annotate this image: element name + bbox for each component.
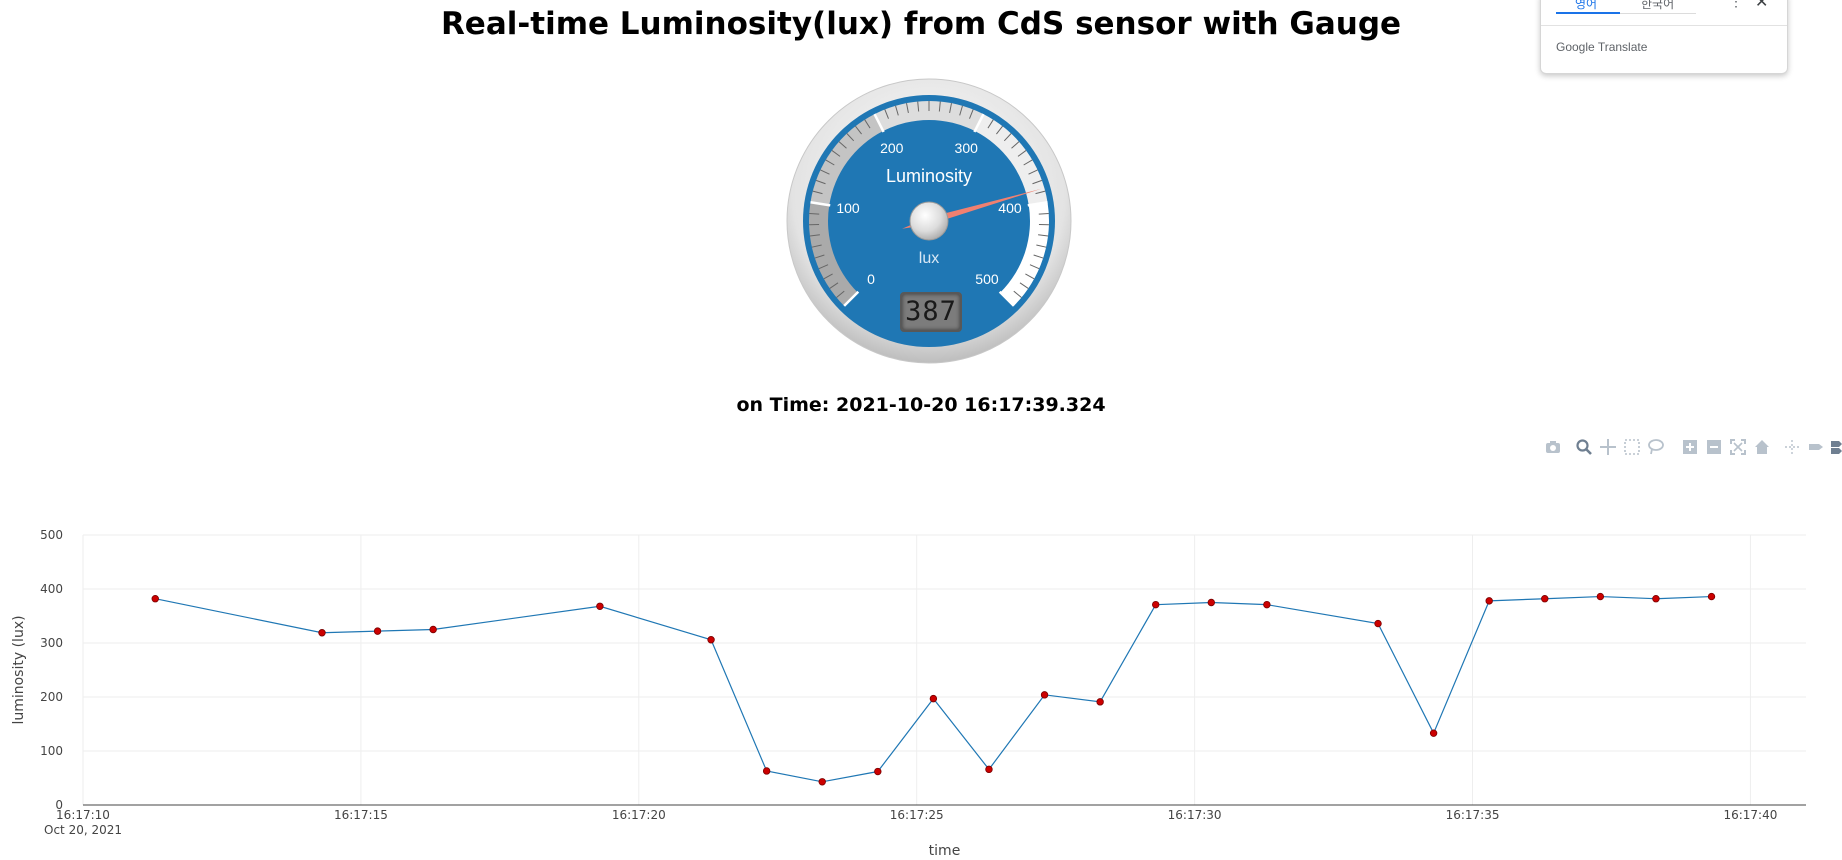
data-point[interactable]: [819, 778, 826, 785]
y-tick-label: 400: [40, 582, 63, 596]
gauge-tick-label: 100: [836, 200, 860, 216]
x-tick-label: 16:17:35: [1446, 808, 1500, 822]
series-line: [155, 597, 1711, 782]
pan-icon[interactable]: [1599, 438, 1617, 456]
y-tick-label: 100: [40, 744, 63, 758]
close-icon[interactable]: ✕: [1755, 0, 1768, 12]
gauge-tick-label: 500: [975, 271, 999, 287]
gauge-units: lux: [919, 250, 939, 267]
data-point[interactable]: [986, 766, 993, 773]
google-translate-popup: 영어 한국어 ⋮ ✕ Google Translate: [1540, 0, 1788, 74]
y-tick-label: 200: [40, 690, 63, 704]
data-point[interactable]: [1541, 595, 1548, 602]
x-tick-label: 16:17:25: [890, 808, 944, 822]
x-tick-date-label: Oct 20, 2021: [44, 823, 122, 837]
gauge-minor-tick: [1039, 213, 1049, 214]
x-tick-label: 16:17:40: [1723, 808, 1777, 822]
timestamp-label: on Time: 2021-10-20 16:17:39.324: [0, 394, 1842, 416]
gauge-value-display: 387: [900, 292, 962, 332]
translate-divider: [1541, 25, 1787, 26]
hover-compare-icon[interactable]: [1829, 438, 1842, 456]
lasso-select-icon[interactable]: [1647, 438, 1665, 456]
gauge-hub: [910, 202, 948, 240]
y-axis-title: luminosity (lux): [11, 615, 27, 724]
zoom-in-icon[interactable]: [1681, 438, 1699, 456]
grid-layer: [83, 535, 1806, 805]
autoscale-icon[interactable]: [1729, 438, 1747, 456]
data-point[interactable]: [1375, 620, 1382, 627]
data-point[interactable]: [1597, 593, 1604, 600]
gauge-tick-label: 0: [867, 271, 875, 287]
y-tick-label: 500: [40, 528, 63, 542]
gauge-minor-tick: [809, 213, 819, 214]
google-wordmark: Google: [1556, 40, 1595, 54]
data-point[interactable]: [930, 695, 937, 702]
data-point[interactable]: [1708, 593, 1715, 600]
series-layer: [152, 593, 1715, 785]
gauge-title: Luminosity: [886, 166, 972, 186]
data-point[interactable]: [875, 768, 882, 775]
y-tick-label: 300: [40, 636, 63, 650]
data-point[interactable]: [1152, 601, 1159, 608]
data-point[interactable]: [374, 628, 381, 635]
data-point[interactable]: [152, 595, 159, 602]
spike-lines-icon[interactable]: [1783, 438, 1801, 456]
data-point[interactable]: [1486, 598, 1493, 605]
data-point[interactable]: [708, 636, 715, 643]
x-axis-title: time: [929, 843, 961, 856]
x-tick-label: 16:17:20: [612, 808, 666, 822]
plot-modebar: [1544, 438, 1842, 458]
gauge-tick-label: 400: [998, 200, 1022, 216]
data-point[interactable]: [1430, 730, 1437, 737]
google-translate-brand: Google Translate: [1556, 40, 1647, 54]
hover-closest-icon[interactable]: [1807, 438, 1825, 456]
translate-wordmark: Translate: [1598, 40, 1648, 54]
data-point[interactable]: [1041, 692, 1048, 699]
reset-axes-icon[interactable]: [1753, 438, 1771, 456]
x-tick-label: 16:17:15: [334, 808, 388, 822]
data-point[interactable]: [1653, 595, 1660, 602]
data-point[interactable]: [1264, 601, 1271, 608]
box-select-icon[interactable]: [1623, 438, 1641, 456]
zoom-out-icon[interactable]: [1705, 438, 1723, 456]
translate-tab-source[interactable]: 영어: [1575, 0, 1597, 12]
gauge-tick-label: 300: [955, 140, 979, 156]
camera-icon[interactable]: [1544, 438, 1562, 456]
x-tick-label: 16:17:10: [56, 808, 110, 822]
translate-tab-indicator: [1556, 12, 1620, 14]
data-point[interactable]: [1208, 599, 1215, 606]
translate-tab-divider: [1620, 13, 1696, 14]
data-point[interactable]: [430, 626, 437, 633]
data-point[interactable]: [319, 629, 326, 636]
zoom-icon[interactable]: [1575, 438, 1593, 456]
data-point[interactable]: [763, 768, 770, 775]
more-vert-icon[interactable]: ⋮: [1729, 0, 1743, 10]
translate-tab-target[interactable]: 한국어: [1641, 0, 1674, 12]
x-tick-label: 16:17:30: [1168, 808, 1222, 822]
gauge-tick-label: 200: [880, 140, 904, 156]
luminosity-gauge: 0 100 200 300 400 500 Luminosity lux 387: [786, 78, 1072, 364]
data-point[interactable]: [597, 603, 604, 610]
data-point[interactable]: [1097, 699, 1104, 706]
